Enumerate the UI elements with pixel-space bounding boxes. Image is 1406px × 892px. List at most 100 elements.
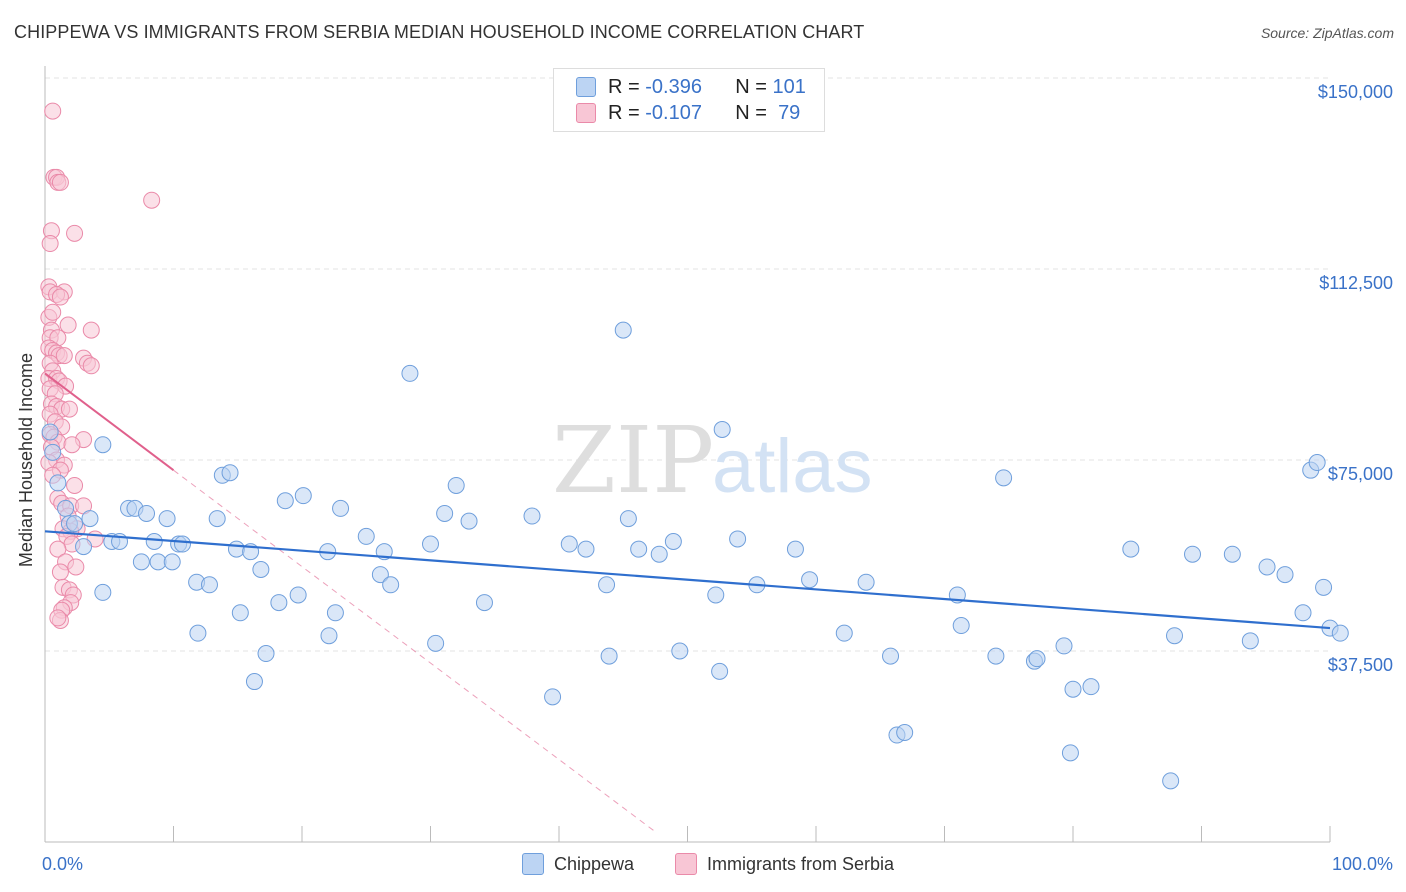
chippewa-point xyxy=(289,586,307,604)
serbia-point xyxy=(82,357,100,375)
chippewa-point xyxy=(436,504,454,522)
grid-layer xyxy=(45,77,1330,652)
watermark: ZIP atlas xyxy=(552,407,873,514)
chippewa-points xyxy=(41,321,1349,790)
chippewa-point xyxy=(44,443,62,461)
chippewa-point xyxy=(66,515,84,533)
legend-swatch-serbia xyxy=(576,103,596,123)
chippewa-point xyxy=(276,492,294,510)
chippewa-point xyxy=(326,604,344,622)
watermark-atlas: atlas xyxy=(712,424,873,509)
chippewa-point xyxy=(544,688,562,706)
chippewa-point xyxy=(1241,632,1259,650)
chippewa-point xyxy=(382,576,400,594)
chippewa-point xyxy=(145,532,163,550)
chippewa-point xyxy=(614,321,632,339)
chippewa-point xyxy=(1276,566,1294,584)
chippewa-point xyxy=(560,535,578,553)
serbia-point xyxy=(49,540,67,558)
chippewa-point xyxy=(245,673,263,691)
chippewa-point xyxy=(81,510,99,528)
bottom-legend-label-serbia: Immigrants from Serbia xyxy=(707,853,895,874)
chippewa-point xyxy=(630,540,648,558)
chippewa-point xyxy=(427,634,445,652)
serbia-points xyxy=(40,102,161,629)
legend-r-label: R = xyxy=(608,75,640,98)
serbia-point xyxy=(143,191,161,209)
chippewa-point xyxy=(600,647,618,665)
chippewa-point xyxy=(1122,540,1140,558)
y-tick-label: $112,500 xyxy=(1319,273,1393,293)
serbia-point xyxy=(66,224,84,242)
chippewa-point xyxy=(1082,678,1100,696)
legend-r-value: -0.107 xyxy=(645,101,702,124)
y-tick-label: $37,500 xyxy=(1328,655,1393,675)
serbia-point xyxy=(67,558,85,576)
chippewa-point xyxy=(1162,772,1180,790)
chippewa-point xyxy=(896,723,914,741)
chippewa-point xyxy=(995,469,1013,487)
bottom-legend-serbia: Immigrants from Serbia xyxy=(675,852,894,876)
bottom-legend-label-chippewa: Chippewa xyxy=(554,853,635,874)
legend-row-serbia: R = -0.107 N = 79 xyxy=(576,100,800,126)
chippewa-point xyxy=(158,510,176,528)
chippewa-point xyxy=(221,464,239,482)
watermark-zip: ZIP xyxy=(552,407,714,514)
chippewa-point xyxy=(475,594,493,612)
chippewa-point xyxy=(332,499,350,517)
legend-swatch-chippewa xyxy=(576,77,596,97)
chippewa-point xyxy=(835,624,853,642)
bottom-legend-chippewa: Chippewa xyxy=(522,852,634,876)
legend-n-label: N = xyxy=(735,101,767,124)
serbia-trend-dashed xyxy=(173,469,656,833)
serbia-point xyxy=(51,173,69,191)
chippewa-trend-line xyxy=(44,530,1331,630)
chippewa-point xyxy=(294,487,312,505)
serbia-point xyxy=(66,476,84,494)
chippewa-point xyxy=(149,553,167,571)
x-tick-label: 0.0% xyxy=(42,854,83,874)
chippewa-point xyxy=(460,512,478,530)
chippewa-point xyxy=(1184,545,1202,563)
chart-title: CHIPPEWA VS IMMIGRANTS FROM SERBIA MEDIA… xyxy=(14,22,865,42)
chippewa-point xyxy=(1055,637,1073,655)
chippewa-point xyxy=(189,624,207,642)
chippewa-point xyxy=(75,538,93,556)
chippewa-point xyxy=(882,647,900,665)
chippewa-point xyxy=(163,553,181,571)
legend-box: R = -0.396 N = 101 R = -0.107 N = 79 xyxy=(553,68,825,132)
chippewa-point xyxy=(598,576,616,594)
chippewa-point xyxy=(357,527,375,545)
chippewa-point xyxy=(57,499,75,517)
serbia-point xyxy=(41,235,59,253)
chippewa-point xyxy=(987,647,1005,665)
trend-layer xyxy=(44,372,1331,833)
chippewa-point xyxy=(270,594,288,612)
chippewa-point xyxy=(231,604,249,622)
serbia-point xyxy=(82,321,100,339)
chippewa-point xyxy=(711,662,729,680)
chippewa-point xyxy=(252,561,270,579)
chippewa-point xyxy=(729,530,747,548)
chippewa-point xyxy=(208,510,226,528)
chippewa-point xyxy=(1294,604,1312,622)
chippewa-point xyxy=(786,540,804,558)
chippewa-point xyxy=(401,364,419,382)
serbia-point xyxy=(44,303,62,321)
bottom-legend-swatch-chippewa xyxy=(522,853,544,875)
chippewa-point xyxy=(671,642,689,660)
chippewa-point xyxy=(713,420,731,438)
chippewa-point xyxy=(138,504,156,522)
chippewa-point xyxy=(650,545,668,563)
labels-layer: $37,500 $75,000 $112,500 $150,000 0.0% 100.0%… xyxy=(16,82,1393,874)
legend-n-value: 101 xyxy=(772,75,806,98)
legend-r-label: R = xyxy=(608,101,640,124)
serbia-point xyxy=(59,316,77,334)
chippewa-point xyxy=(1315,578,1333,596)
legend-n-value: 79 xyxy=(778,101,801,124)
chippewa-point xyxy=(1061,744,1079,762)
chippewa-point xyxy=(1064,680,1082,698)
chippewa-point xyxy=(707,586,725,604)
chippewa-point xyxy=(227,540,245,558)
chart-source: Source: ZipAtlas.com xyxy=(1260,25,1394,41)
